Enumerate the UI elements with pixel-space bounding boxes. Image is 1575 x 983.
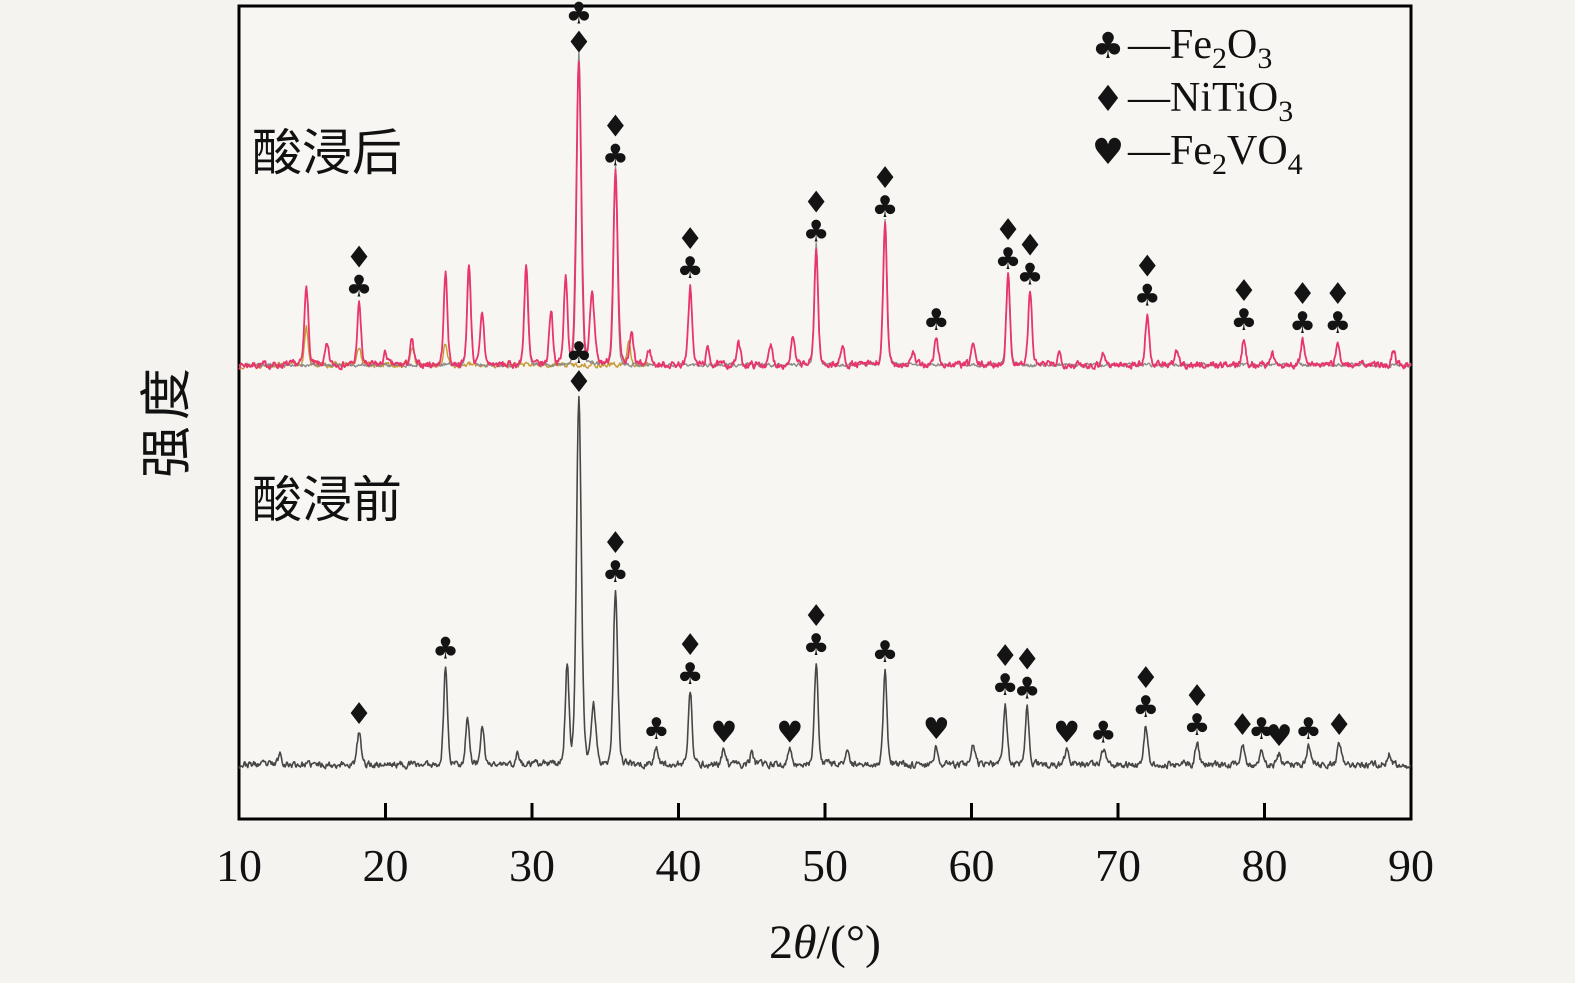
diamond-marker-icon: ♦ bbox=[602, 109, 629, 144]
diamond-marker-icon: ♦ bbox=[677, 628, 704, 663]
club-marker-icon: ♣ bbox=[923, 303, 950, 338]
club-marker-icon: ♣ bbox=[643, 712, 670, 747]
x-tick-label: 60 bbox=[949, 840, 995, 891]
x-tick-label: 70 bbox=[1095, 840, 1141, 891]
heart-marker-icon: ♥ bbox=[1053, 715, 1080, 750]
diamond-marker-icon: ♦ bbox=[346, 241, 373, 276]
diamond-marker-icon: ♦ bbox=[677, 222, 704, 257]
legend-label-fe2o3: —Fe2O3 bbox=[1127, 22, 1272, 75]
x-tick-label: 20 bbox=[363, 840, 409, 891]
diamond-marker-icon: ♦ bbox=[1324, 277, 1351, 312]
diamond-marker-icon: ♦ bbox=[803, 599, 830, 634]
x-axis-label: 2θ/(°) bbox=[769, 916, 881, 969]
club-marker-icon: ♣ bbox=[992, 668, 1019, 703]
diamond-marker-icon: ♦ bbox=[1184, 679, 1211, 714]
diamond-marker-icon: ♦ bbox=[602, 526, 629, 561]
trace-before_leach bbox=[238, 395, 1412, 770]
diamond-marker-icon: ♦ bbox=[992, 639, 1019, 674]
diamond-marker-icon: ♦ bbox=[1326, 708, 1353, 743]
legend-label-nitio3: —NiTiO3 bbox=[1127, 75, 1293, 128]
diamond-marker-icon: ♦ bbox=[1231, 274, 1258, 309]
club-marker-icon: ♣ bbox=[872, 190, 899, 225]
diamond-marker-icon: ♦ bbox=[1134, 250, 1161, 285]
x-tick-label: 50 bbox=[802, 840, 848, 891]
club-marker-icon: ♣ bbox=[1295, 712, 1322, 747]
heart-marker-icon: ♥ bbox=[710, 715, 737, 750]
diamond-marker-icon: ♦ bbox=[565, 26, 592, 61]
diamond-marker-icon: ♦ bbox=[1132, 661, 1159, 696]
club-marker-icon: ♣ bbox=[1324, 306, 1351, 341]
club-marker-icon: ♣ bbox=[602, 138, 629, 173]
trace-after_leach bbox=[238, 60, 1412, 371]
plot-frame bbox=[237, 4, 1413, 821]
diamond-marker-icon: ♦ bbox=[1229, 708, 1256, 743]
club-marker-icon: ♣ bbox=[1014, 672, 1041, 707]
diamond-marker-icon: ♦ bbox=[803, 186, 830, 221]
heart-marker-icon: ♥ bbox=[923, 712, 950, 747]
club-marker-icon: ♣ bbox=[602, 555, 629, 590]
club-marker-icon: ♣ bbox=[1184, 708, 1211, 743]
club-marker-icon: ♣ bbox=[677, 251, 704, 286]
club-marker-icon: ♣ bbox=[872, 635, 899, 670]
club-marker-icon: ♣ bbox=[803, 628, 830, 663]
diamond-marker-icon: ♦ bbox=[995, 213, 1022, 248]
diamond-marker-icon: ♦ bbox=[565, 365, 592, 400]
club-marker-icon: ♣ bbox=[1231, 303, 1258, 338]
club-marker-icon: ♣ bbox=[346, 270, 373, 305]
series-label-before_leach: 酸浸前 bbox=[252, 471, 402, 529]
club-marker-icon: ♣ bbox=[1132, 690, 1159, 725]
diamond-marker-icon: ♦ bbox=[1017, 228, 1044, 263]
diamond-marker-icon: ♦ bbox=[1014, 643, 1041, 678]
legend-heart-icon: ♥ bbox=[1092, 132, 1124, 173]
club-marker-icon: ♣ bbox=[1017, 257, 1044, 292]
club-marker-icon: ♣ bbox=[565, 0, 592, 32]
club-marker-icon: ♣ bbox=[803, 215, 830, 250]
x-tick-label: 40 bbox=[656, 840, 702, 891]
x-tick-label: 80 bbox=[1242, 840, 1288, 891]
trace-after_leach_orange bbox=[238, 324, 650, 370]
club-marker-icon: ♣ bbox=[1090, 715, 1117, 750]
club-marker-icon: ♣ bbox=[1248, 712, 1275, 747]
heart-marker-icon: ♥ bbox=[1266, 719, 1293, 754]
heart-marker-icon: ♥ bbox=[776, 715, 803, 750]
club-marker-icon: ♣ bbox=[995, 242, 1022, 277]
club-marker-icon: ♣ bbox=[1134, 279, 1161, 314]
diamond-marker-icon: ♦ bbox=[346, 697, 373, 732]
club-marker-icon: ♣ bbox=[1289, 306, 1316, 341]
legend-label-fe2vo4: —Fe2VO4 bbox=[1127, 128, 1303, 181]
legend-diamond-icon: ♦ bbox=[1092, 79, 1124, 120]
club-marker-icon: ♣ bbox=[565, 336, 592, 371]
diamond-marker-icon: ♦ bbox=[872, 161, 899, 196]
x-tick-label: 10 bbox=[216, 840, 262, 891]
series-label-after_leach: 酸浸后 bbox=[252, 124, 402, 182]
club-marker-icon: ♣ bbox=[677, 657, 704, 692]
x-tick-label: 90 bbox=[1388, 840, 1434, 891]
club-marker-icon: ♣ bbox=[432, 632, 459, 667]
diamond-marker-icon: ♦ bbox=[1289, 277, 1316, 312]
legend-club-icon: ♣ bbox=[1092, 26, 1124, 67]
x-tick-label: 30 bbox=[509, 840, 555, 891]
y-axis-label: 强度 bbox=[137, 361, 198, 479]
